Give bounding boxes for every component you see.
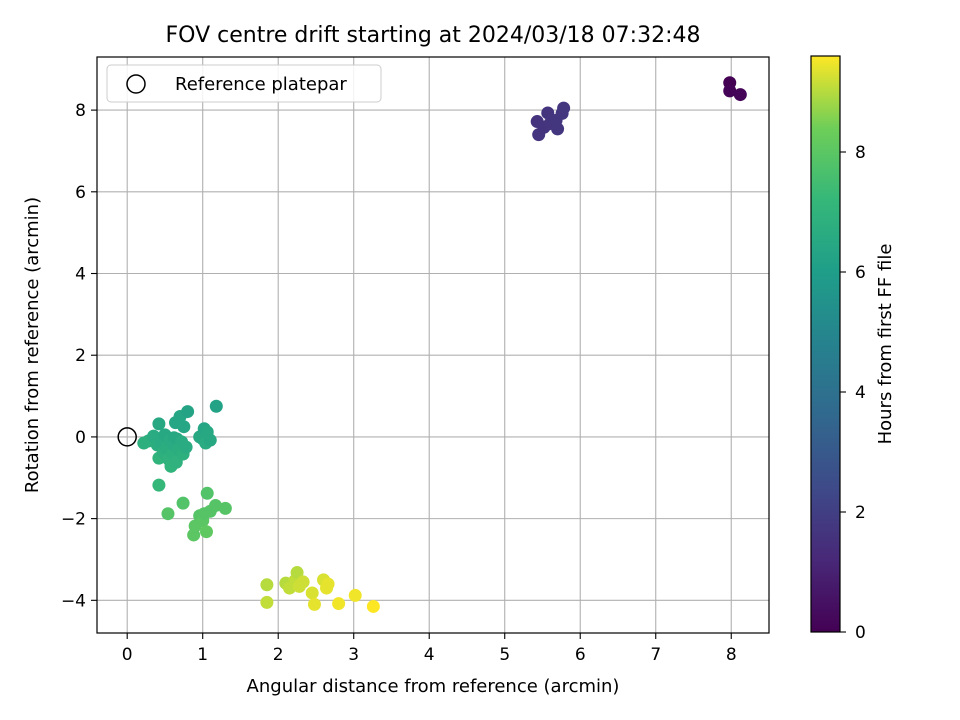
data-point	[260, 578, 274, 592]
legend-entry-label: Reference platepar	[175, 74, 347, 95]
data-point	[296, 575, 310, 589]
data-point	[209, 499, 223, 513]
data-point	[557, 101, 571, 115]
y-tick-label: 4	[75, 265, 86, 285]
x-tick-label: 5	[499, 645, 510, 665]
colorbar-tick-label: 0	[855, 623, 866, 643]
data-point	[260, 595, 274, 609]
data-point	[541, 106, 555, 120]
data-point	[332, 597, 346, 611]
data-point	[177, 420, 191, 434]
colorbar-gradient	[811, 56, 840, 632]
legend-marker	[126, 74, 146, 94]
data-point	[733, 88, 747, 102]
data-point	[179, 440, 193, 454]
x-tick-label: 7	[650, 645, 661, 665]
legend-box	[106, 64, 382, 103]
x-tick-label: 0	[122, 645, 133, 665]
x-tick-label: 3	[348, 645, 359, 665]
chart-title: FOV centre drift starting at 2024/03/18 …	[166, 23, 701, 48]
y-tick-label: −4	[61, 591, 86, 611]
grid-lines	[97, 57, 769, 633]
colorbar-tick-label: 6	[855, 263, 866, 283]
data-point	[199, 525, 213, 539]
data-point	[551, 122, 565, 136]
data-point	[307, 597, 321, 611]
data-points	[137, 76, 747, 613]
y-axis-label: Rotation from reference (arcmin)	[22, 197, 43, 493]
data-point	[161, 507, 175, 521]
x-axis-label: Angular distance from reference (arcmin)	[247, 676, 620, 697]
colorbar-tick-label: 8	[855, 143, 866, 163]
legend: Reference platepar	[106, 64, 382, 103]
y-tick-label: 6	[75, 183, 86, 203]
y-tick-label: 0	[75, 428, 86, 448]
y-tick-label: 2	[75, 346, 86, 366]
x-tick-label: 4	[424, 645, 435, 665]
colorbar-frame	[810, 55, 841, 633]
plot-frame	[96, 56, 770, 634]
colorbar-label: Hours from first FF file	[875, 244, 896, 445]
x-tick-label: 8	[726, 645, 737, 665]
data-point	[209, 399, 223, 413]
colorbar-ticks: 0 2 4 6 8	[840, 143, 866, 643]
data-point	[152, 417, 166, 431]
data-point	[321, 577, 335, 591]
data-point	[200, 486, 214, 500]
data-point	[723, 84, 737, 98]
data-point	[218, 501, 232, 515]
x-axis-ticks: 0 1 2 3 4 5 6 7 8	[122, 633, 737, 665]
x-tick-label: 6	[575, 645, 586, 665]
colorbar: 0 2 4 6 8 Hours from first FF file	[810, 55, 896, 643]
data-point	[366, 599, 380, 613]
data-point	[203, 433, 217, 447]
x-tick-label: 2	[273, 645, 284, 665]
colorbar-tick-label: 2	[855, 503, 866, 523]
data-point	[181, 405, 195, 419]
data-point	[305, 586, 319, 600]
reference-platepar-marker	[117, 427, 137, 447]
y-tick-label: −2	[61, 510, 86, 530]
data-point	[348, 588, 362, 602]
y-axis-ticks: −4 −2 0 2 4 6 8	[61, 101, 97, 611]
data-point	[152, 478, 166, 492]
data-point	[290, 566, 304, 580]
data-point	[176, 496, 190, 510]
x-tick-label: 1	[197, 645, 208, 665]
y-tick-label: 8	[75, 101, 86, 121]
colorbar-tick-label: 4	[855, 383, 866, 403]
